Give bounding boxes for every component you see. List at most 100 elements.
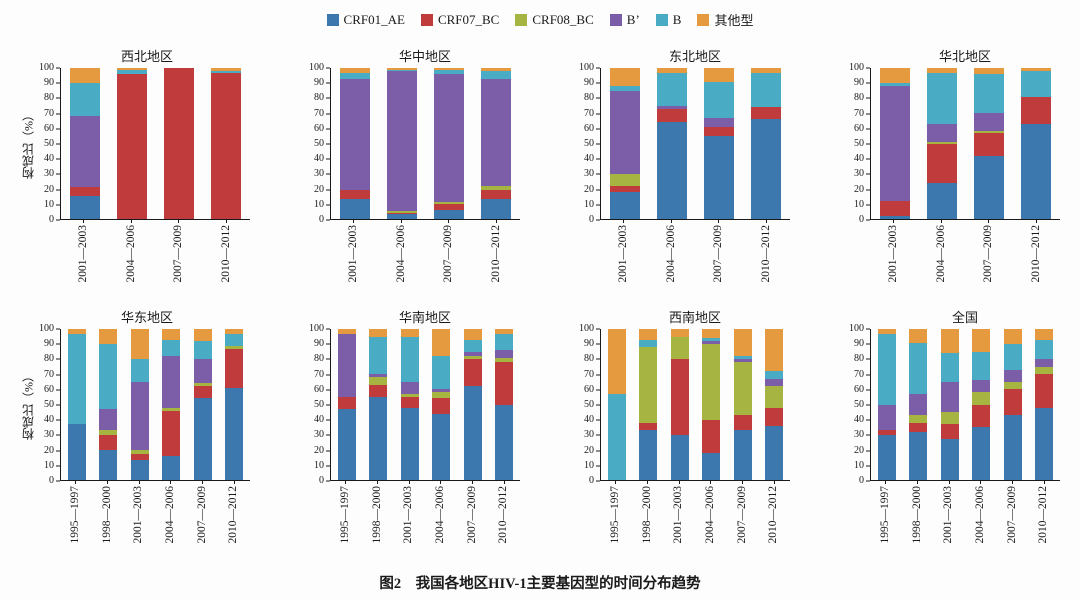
y-tick-label: 30 — [854, 168, 864, 180]
bar-segment — [463, 386, 482, 480]
y-tick-label: 80 — [854, 92, 864, 104]
y-tick-label: 0 — [49, 214, 54, 225]
y-tick-mark — [596, 450, 600, 452]
y-axis: 0 10 20 30 40 50 60 70 80 90 100 — [576, 324, 600, 486]
stacked-bar — [386, 68, 417, 219]
bar-segment — [1035, 329, 1054, 340]
bar-segment — [765, 425, 784, 480]
x-tick: 2007—2009 — [1003, 481, 1021, 551]
stacked-bar — [225, 329, 244, 480]
x-tick: 2010—2012 — [1035, 481, 1053, 551]
y-tick-mark — [866, 82, 870, 84]
x-tick-label: 2010—2012 — [489, 225, 502, 283]
bar-segment — [162, 329, 181, 340]
x-tick: 2004—2006 — [116, 220, 146, 290]
stacked-bar — [116, 68, 147, 219]
bar-segment — [130, 460, 149, 480]
y-tick-label: 70 — [44, 107, 54, 119]
y-tick-mark — [596, 189, 600, 191]
stacked-bar — [609, 68, 640, 219]
bar-segment — [400, 381, 419, 394]
bar-segment — [225, 333, 244, 346]
y-tick-mark — [326, 189, 330, 191]
bar-segment — [116, 69, 147, 75]
stacked-bar — [639, 329, 658, 480]
bar-segment — [751, 107, 782, 120]
bar-segment — [607, 393, 626, 480]
x-axis-labels: 1995—1997 1998—2000 2001—2003 2004—2006 2007… — [60, 481, 250, 551]
bar-segment — [434, 203, 465, 210]
figure-caption-text: 我国各地区HIV-1主要基因型的时间分布趋势 — [401, 576, 701, 592]
y-tick-label: 50 — [854, 399, 864, 410]
y-tick-label: 90 — [584, 77, 594, 89]
y-tick-label: 10 — [44, 459, 54, 471]
x-tick-label: 2001—2003 — [887, 225, 899, 283]
bar-segment — [193, 341, 212, 360]
legend-label: 其他型 — [714, 13, 754, 28]
x-tick-label: 2007—2009 — [712, 225, 724, 283]
x-tick: 2007—2009 — [463, 481, 481, 551]
x-tick-label: 2004—2006 — [974, 486, 987, 544]
chart-panel: 西北地区 构成比（%） 0 10 20 30 40 50 60 70 80 90 100 2001—200… — [20, 46, 250, 290]
bar-segment — [1021, 123, 1052, 219]
bar-segment — [130, 359, 149, 382]
bar-segment — [211, 68, 242, 72]
plot-area — [870, 329, 1060, 481]
y-tick-mark — [326, 173, 330, 175]
x-tick: 1998—2000 — [908, 481, 926, 551]
bar-segment — [369, 377, 388, 385]
bar-segment — [432, 398, 451, 414]
bar-segment — [337, 329, 356, 334]
x-tick: 2007—2009 — [434, 220, 464, 290]
y-axis-label: 构成比（%） — [21, 109, 36, 179]
y-tick-mark — [326, 450, 330, 452]
y-tick-label: 20 — [854, 183, 864, 195]
y-axis: 0 10 20 30 40 50 60 70 80 90 100 — [306, 63, 330, 225]
bar-segment — [1003, 329, 1022, 345]
bar-segment — [162, 356, 181, 408]
panel-title: 华东地区 — [120, 310, 173, 325]
bar-segment — [400, 407, 419, 480]
bar-segment — [225, 345, 244, 349]
bar-segment — [463, 351, 482, 357]
y-tick-label: 100 — [849, 62, 864, 73]
bar-segment — [432, 389, 451, 393]
bar-segment — [99, 344, 118, 410]
y-tick-label: 50 — [854, 138, 864, 149]
bar-segment — [670, 434, 689, 480]
bar-segment — [940, 412, 959, 425]
stacked-bar — [974, 68, 1005, 219]
y-tick-label: 70 — [584, 107, 594, 119]
y-tick-label: 50 — [584, 138, 594, 149]
bar-segment — [609, 86, 640, 91]
y-tick-mark — [56, 219, 60, 221]
bar-segment — [1003, 369, 1022, 382]
legend-swatch — [697, 13, 710, 26]
y-tick-label: 0 — [49, 475, 54, 486]
stacked-bar — [495, 329, 514, 480]
bar-segment — [130, 329, 149, 360]
y-tick-mark — [326, 343, 330, 345]
stacked-bar — [702, 329, 721, 480]
y-tick-mark — [56, 480, 60, 482]
chart-legend: CRF01_AE CRF07_BC CRF08_BC B’ B 其他型 — [14, 10, 1066, 29]
y-tick-label: 20 — [584, 444, 594, 456]
x-tick-label: 2004—2006 — [664, 225, 677, 283]
y-tick-label: 90 — [44, 338, 54, 350]
bar-segment — [225, 348, 244, 388]
x-tick: 2010—2012 — [751, 220, 781, 290]
x-tick-label: 2004—2006 — [934, 225, 947, 283]
x-axis-labels: 2001—2003 2004—2006 2007—2009 2010—2012 — [60, 220, 250, 290]
chart-panel: 华中地区 0 10 20 30 40 50 60 70 80 90 100 2001—2003 2004—… — [306, 46, 520, 290]
y-tick-mark — [56, 374, 60, 376]
y-tick-label: 60 — [584, 122, 594, 134]
bar-segment — [877, 333, 896, 405]
bar-segment — [67, 424, 86, 480]
y-tick-mark — [56, 128, 60, 130]
y-tick-mark — [326, 97, 330, 99]
x-tick: 2010—2012 — [225, 481, 243, 551]
bar-segment — [386, 69, 417, 72]
bar-segment — [193, 359, 212, 384]
y-tick-label: 60 — [314, 383, 324, 395]
y-tick-label: 80 — [44, 353, 54, 365]
